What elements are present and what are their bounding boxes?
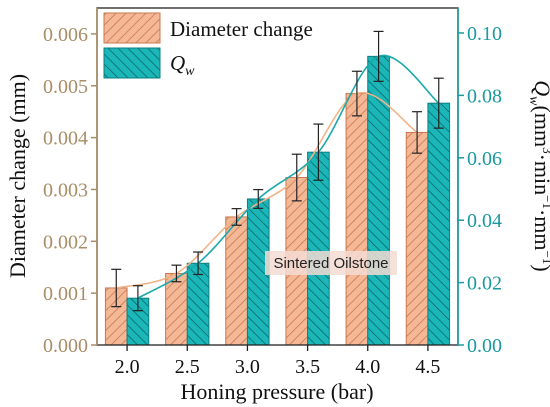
left-tick-label: 0.000 (43, 335, 88, 357)
errorbar-diameter-4.5 (412, 111, 423, 154)
legend-swatch-qw (103, 47, 161, 79)
x-tick-label-2.5: 2.5 (175, 356, 200, 378)
errorbar-qw-4.0 (373, 30, 384, 82)
right-tick-label: 0.08 (467, 85, 502, 107)
left-axis-title: Diameter change (mm) (5, 74, 30, 278)
annotation-box (265, 251, 397, 275)
errorbar-diameter-4.0 (351, 70, 362, 117)
right-tick-label: 0.10 (467, 23, 502, 45)
left-tick-label: 0.002 (43, 231, 88, 253)
bar-qw-4.5 (427, 102, 451, 346)
right-title-sup1: 3 (540, 147, 550, 154)
legend-qw-main: Q (170, 51, 185, 75)
right-axis-title: Qw(mm3·min−1·mm−1) (526, 80, 550, 271)
right-tick-label: 0.00 (467, 335, 502, 357)
errorbar-diameter-3.0 (231, 208, 242, 226)
bar-qw-3.5 (307, 151, 330, 346)
legend-label-qw: Qw (170, 51, 195, 79)
x-tick-label-4.5: 4.5 (415, 356, 440, 378)
x-tick-label-3.5: 3.5 (295, 356, 320, 378)
left-tick-label: 0.004 (43, 128, 88, 150)
right-tick-label: 0.06 (467, 148, 502, 170)
x-tick-label-2.0: 2.0 (115, 356, 140, 378)
bar-diameter-3.0 (225, 216, 248, 346)
legend-qw-sub: w (185, 64, 195, 79)
bar-diameter-4.0 (345, 93, 369, 346)
legend-label-diameter: Diameter change (170, 17, 313, 41)
right-title-w: w (526, 96, 541, 106)
right-title-mm: ·mm (530, 209, 550, 251)
left-tick-label: 0.003 (43, 179, 88, 201)
errorbar-qw-4.5 (433, 77, 444, 129)
errorbar-qw-3.0 (253, 189, 264, 209)
errorbar-qw-3.5 (313, 123, 324, 181)
right-title-close: ) (530, 264, 550, 271)
right-title-q: Q (530, 80, 550, 96)
errorbar-qw-2.5 (193, 251, 204, 276)
right-title-sup3: −1 (540, 251, 550, 265)
x-tick-label-3.0: 3.0 (235, 356, 260, 378)
errorbar-qw-2.0 (132, 285, 143, 312)
errorbar-diameter-3.5 (291, 153, 302, 202)
x-axis-title: Honing pressure (bar) (180, 379, 373, 404)
right-title-unit-open: (mm (530, 106, 550, 148)
annotation-label: Sintered Oilstone (273, 255, 388, 272)
bar-qw-4.0 (367, 55, 390, 346)
errorbar-diameter-2.0 (111, 268, 122, 308)
right-tick-label: 0.02 (467, 273, 502, 295)
bar-diameter-4.5 (405, 131, 429, 346)
right-tick-label: 0.04 (467, 210, 502, 232)
left-tick-label: 0.005 (43, 76, 88, 98)
legend-swatch-diameter (103, 12, 161, 44)
legend: Diameter change Qw (103, 12, 313, 79)
bar-diameter-2.5 (165, 272, 188, 346)
trend-line-qw (137, 54, 440, 299)
errorbar-diameter-2.5 (171, 264, 182, 283)
left-tick-label: 0.006 (43, 24, 88, 46)
right-title-min: ·min (530, 154, 550, 196)
left-tick-label: 0.001 (43, 283, 88, 305)
bar-qw-2.5 (186, 262, 210, 346)
x-tick-label-4.0: 4.0 (355, 356, 380, 378)
right-title-sup2: −1 (540, 195, 550, 209)
